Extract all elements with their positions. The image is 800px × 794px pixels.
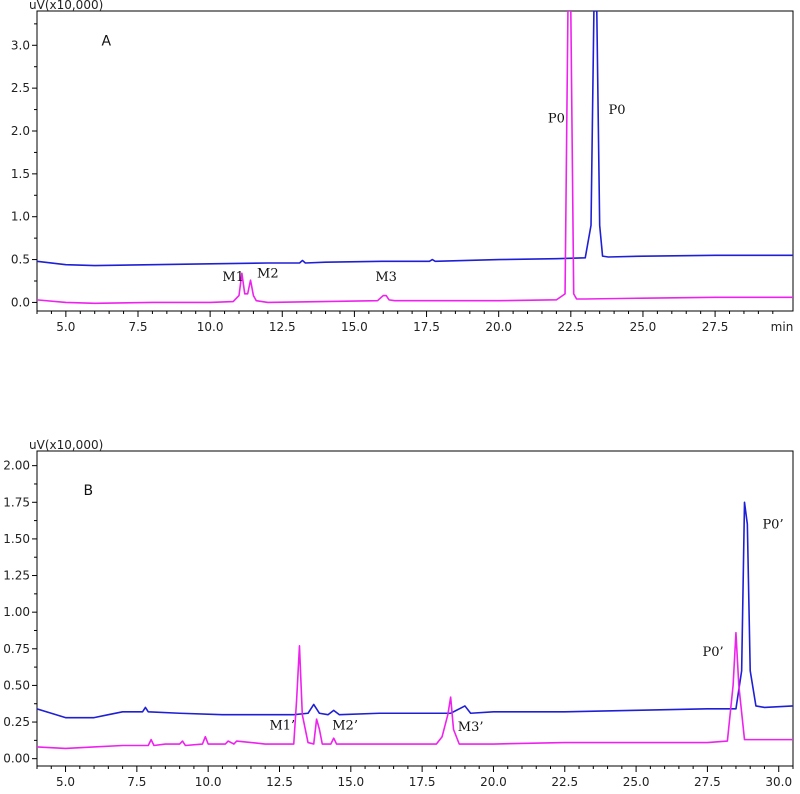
x-tick-label: 15.0 — [341, 320, 368, 334]
y-tick-label: 1.50 — [3, 532, 30, 546]
x-tick-label: 20.0 — [480, 775, 507, 789]
y-tick-label: 0.50 — [3, 678, 30, 692]
x-tick-label: 22.5 — [551, 775, 578, 789]
panel-letter-label: B — [84, 483, 94, 499]
y-axis-unit-label: uV(x10,000) — [29, 438, 103, 452]
chromatogram-panel-a: uV(x10,000) 0.0 0.5 1.0 1.5 2.0 2.5 3.0 5.0 7.5 10… — [11, 0, 794, 334]
y-tick-label: 3.0 — [11, 38, 30, 52]
x-tick-label: 12.5 — [269, 320, 296, 334]
x-tick-label: 27.5 — [694, 775, 721, 789]
plot-frame — [36, 450, 794, 767]
peak-label: M1 — [222, 270, 244, 285]
y-tick-label: 1.0 — [11, 210, 30, 224]
peak-label: P0 — [608, 103, 625, 118]
x-tick-label: 7.5 — [127, 775, 146, 789]
peak-label: P0’ — [762, 518, 783, 533]
x-tick-label: 10.0 — [197, 320, 224, 334]
x-tick-label: 7.5 — [128, 320, 147, 334]
y-tick-label: 0.75 — [3, 642, 30, 656]
x-tick-label: 17.5 — [409, 775, 436, 789]
y-tick-label: 1.00 — [3, 605, 30, 619]
x-tick-label: 22.5 — [557, 320, 584, 334]
y-tick-label: 0.00 — [3, 752, 30, 766]
peak-label: M3’ — [458, 720, 484, 735]
y-tick-label: 0.5 — [11, 253, 30, 267]
x-tick-label: 25.0 — [623, 775, 650, 789]
x-tick-label: 5.0 — [56, 320, 75, 334]
x-tick-label: 12.5 — [266, 775, 293, 789]
y-tick-label: 1.5 — [11, 167, 30, 181]
x-tick-label: 5.0 — [56, 775, 75, 789]
y-axis-unit-label: uV(x10,000) — [29, 0, 103, 12]
x-tick-label: 17.5 — [413, 320, 440, 334]
y-tick-label: 0.0 — [11, 295, 30, 309]
peak-label: M3 — [375, 270, 397, 285]
peak-label: M2’ — [332, 718, 358, 733]
x-axis-unit-label: min — [771, 320, 794, 334]
chromatogram-panel-b: uV(x10,000) 0.00 0.25 0.50 0.75 1.00 1.25 1.50 1… — [3, 438, 794, 789]
peak-label: P0’ — [703, 645, 724, 660]
y-tick-label: 0.25 — [3, 715, 30, 729]
panel-letter-label: A — [101, 33, 111, 49]
magenta-trace-line — [37, 631, 793, 750]
y-tick-label: 2.0 — [11, 124, 30, 138]
peak-label: M1’ — [269, 718, 295, 733]
x-tick-label: 27.5 — [702, 320, 729, 334]
peak-label: M2 — [257, 267, 279, 282]
peak-label: P0 — [548, 111, 565, 126]
blue-trace-line — [37, 501, 793, 719]
x-tick-label: 10.0 — [195, 775, 222, 789]
x-tick-label: 20.0 — [485, 320, 512, 334]
x-tick-label: 15.0 — [337, 775, 364, 789]
y-tick-label: 2.00 — [3, 459, 30, 473]
x-tick-label: 30.0 — [765, 775, 792, 789]
y-tick-label: 1.75 — [3, 495, 30, 509]
plot-frame — [36, 10, 794, 312]
y-tick-label: 2.5 — [11, 81, 30, 95]
y-tick-label: 1.25 — [3, 569, 30, 583]
x-tick-label: 25.0 — [630, 320, 657, 334]
magenta-trace-line — [37, 11, 793, 305]
blue-trace-line — [37, 11, 793, 267]
